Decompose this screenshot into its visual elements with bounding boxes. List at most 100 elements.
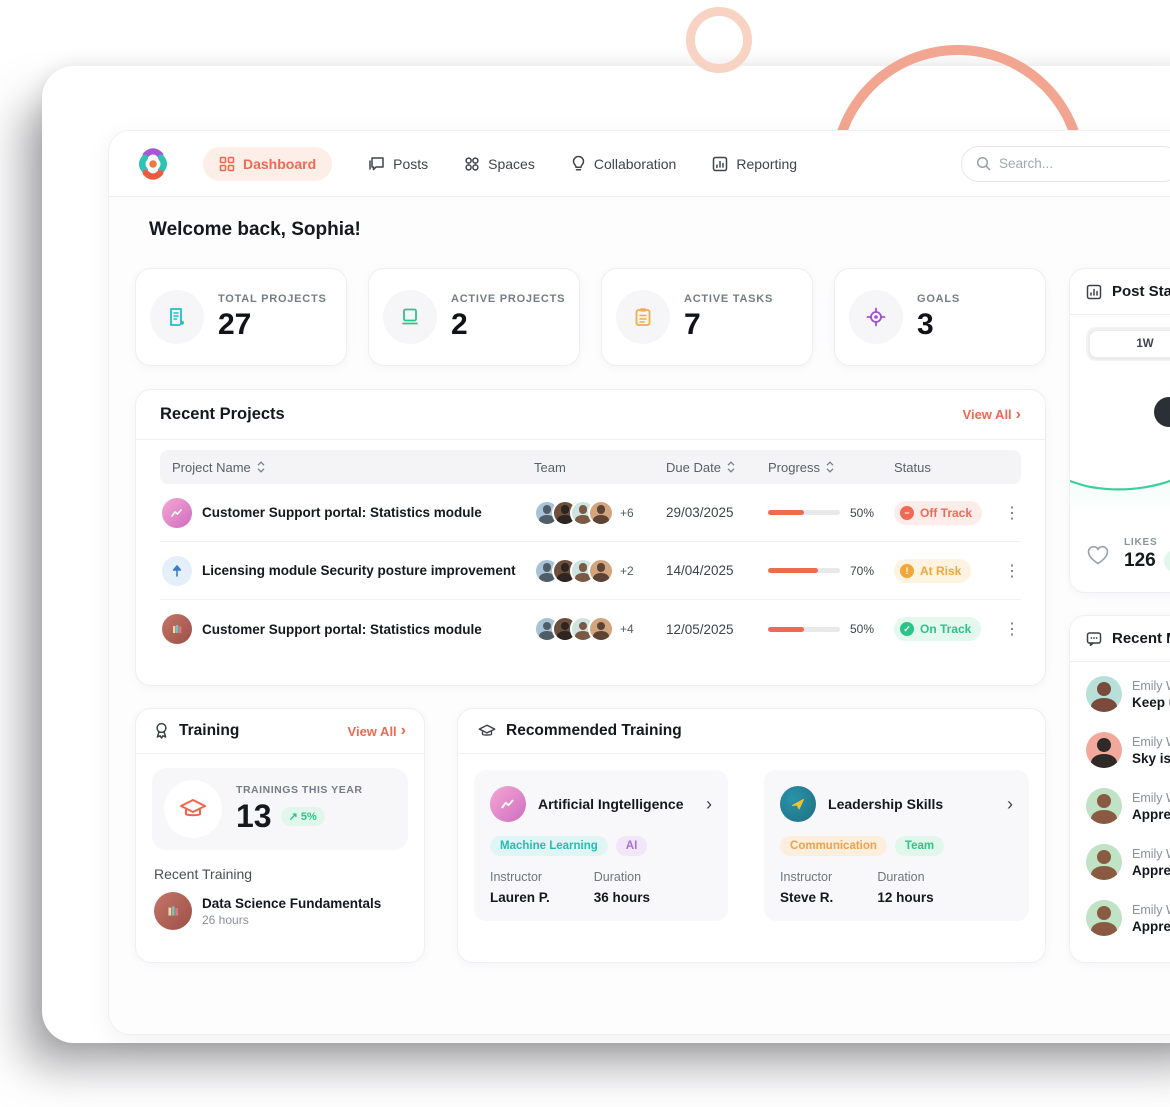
sort-icon xyxy=(257,461,265,473)
row-menu-kebab-icon[interactable]: ⋮ xyxy=(1004,562,1020,580)
nav-label: Reporting xyxy=(736,155,798,172)
nav-label: Collaboration xyxy=(593,155,677,172)
team-extra-count: +4 xyxy=(620,622,634,636)
progress-label: 50% xyxy=(850,505,875,520)
spaces-icon xyxy=(465,156,479,171)
table-row[interactable]: Customer Support portal: Statistics modu… xyxy=(160,484,1021,542)
trainings-delta-badge: ↗ 5% xyxy=(280,806,325,826)
projects-view-all-link[interactable]: View All › xyxy=(962,405,1021,423)
team-extra-count: +2 xyxy=(620,563,634,578)
message-item[interactable]: Emily W Keep u xyxy=(1086,666,1170,722)
message-item[interactable]: Emily W Apprec xyxy=(1086,834,1170,890)
range-segmented-control: 1W xyxy=(1086,327,1170,361)
search-input[interactable] xyxy=(999,156,1139,171)
col-due-date[interactable]: Due Date xyxy=(666,460,768,475)
likes-delta-badge: ↗ xyxy=(1163,550,1170,572)
recent-training-item[interactable]: Data Science Fundamentals 26 hours xyxy=(154,892,406,930)
course-books-icon xyxy=(154,892,192,930)
team-extra-count: +6 xyxy=(620,505,634,520)
alert-icon: ! xyxy=(900,563,914,578)
training-tile-leadership[interactable]: Leadership Skills › Communication Team I… xyxy=(764,770,1029,921)
due-date: 12/05/2025 xyxy=(666,621,734,637)
nav-label: Posts xyxy=(393,155,429,172)
team-avatars: +2 xyxy=(534,557,634,584)
project-name: Customer Support portal: Statistics modu… xyxy=(202,621,482,637)
search-icon xyxy=(976,156,991,171)
post-stats-icon xyxy=(1086,284,1102,299)
instructor-name: Lauren P. xyxy=(490,890,550,905)
project-name: Customer Support portal: Statistics modu… xyxy=(202,505,482,520)
range-1w-button[interactable]: 1W xyxy=(1089,330,1170,358)
tag-ai: AI xyxy=(615,836,648,856)
training-title: Training xyxy=(179,722,240,739)
training-view-all-link[interactable]: View All › xyxy=(347,722,406,739)
col-progress[interactable]: Progress xyxy=(768,460,894,475)
recent-projects-card: Recent Projects View All › Project Name … xyxy=(135,389,1046,686)
trainings-this-year-tile: TRAININGS THIS YEAR 13 ↗ 5% xyxy=(152,768,408,850)
posts-icon xyxy=(369,156,384,170)
stat-label: ACTIVE TASKS xyxy=(684,292,774,305)
likes-value: 126 xyxy=(1124,550,1156,571)
chevron-right-icon[interactable]: › xyxy=(706,794,713,814)
recent-training-label: Recent Training xyxy=(154,866,253,882)
stat-card-active-projects: ACTIVE PROJECTS 2 xyxy=(368,268,580,366)
collaboration-bulb-icon xyxy=(572,155,585,171)
likes-sparkline-chart xyxy=(1070,479,1170,515)
stat-card-active-tasks: ACTIVE TASKS 7 xyxy=(601,268,813,366)
chevron-right-icon[interactable]: › xyxy=(1007,794,1013,814)
status-badge: − Off Track xyxy=(894,500,983,525)
table-row[interactable]: Customer Support portal: Statistics modu… xyxy=(160,600,1021,658)
progress-label: 70% xyxy=(850,563,875,578)
col-project-name[interactable]: Project Name xyxy=(160,460,534,475)
search-bar[interactable] xyxy=(961,145,1170,182)
avatar xyxy=(1086,900,1122,936)
project-books-icon xyxy=(162,614,192,644)
recent-messages-card: Recent Messages Emily W Keep u Emily W S… xyxy=(1069,615,1170,963)
message-sender: Emily W xyxy=(1132,734,1170,749)
tag-communication: Communication xyxy=(780,836,887,856)
table-row[interactable]: Licensing module Security posture improv… xyxy=(160,542,1021,600)
status-badge: ! At Risk xyxy=(894,558,972,583)
row-menu-kebab-icon[interactable]: ⋮ xyxy=(1004,621,1020,638)
duration-value: 36 hours xyxy=(593,890,651,905)
nav-label: Dashboard xyxy=(243,155,317,172)
top-navbar: Dashboard Posts Spaces xyxy=(109,131,1170,197)
training-tile-ai[interactable]: Artificial Ingtelligence › Machine Learn… xyxy=(474,770,729,921)
status-badge: ✓ On Track xyxy=(894,617,982,641)
stat-label: ACTIVE PROJECTS xyxy=(451,292,566,305)
avatar xyxy=(588,616,614,642)
avatar xyxy=(1086,844,1122,880)
col-team: Team xyxy=(534,459,566,475)
tag-machine-learning: Machine Learning xyxy=(490,836,608,856)
nav-item-dashboard[interactable]: Dashboard xyxy=(203,146,333,181)
active-projects-icon xyxy=(383,290,437,344)
row-menu-kebab-icon[interactable]: ⋮ xyxy=(1004,504,1020,522)
decor-ring-small xyxy=(686,7,752,73)
message-item[interactable]: Emily W Apprec xyxy=(1086,890,1170,946)
duration-value: 12 hours xyxy=(877,890,934,905)
instructor-label: Instructor xyxy=(490,870,543,884)
recent-messages-title: Recent Messages xyxy=(1112,630,1170,647)
stat-card-goals: GOALS 3 xyxy=(834,268,1046,366)
projects-table-header: Project Name Team Due Date xyxy=(160,450,1021,484)
likes-stat: LIKES 126 ↗ xyxy=(1086,537,1170,572)
heart-icon xyxy=(1087,545,1109,564)
chevron-right-icon: › xyxy=(400,722,406,739)
message-preview: Apprec xyxy=(1132,862,1170,878)
dashboard-grid-icon xyxy=(219,156,235,171)
message-sender: Emily W xyxy=(1132,678,1170,693)
message-item[interactable]: Emily W Apprec xyxy=(1086,778,1170,834)
nav-item-posts[interactable]: Posts xyxy=(368,156,428,172)
messages-icon xyxy=(1086,631,1102,646)
nav-item-reporting[interactable]: Reporting xyxy=(712,156,797,172)
minus-icon: − xyxy=(900,505,914,520)
stat-value: 2 xyxy=(451,307,468,341)
message-item[interactable]: Emily W Sky is t xyxy=(1086,722,1170,778)
nav-item-spaces[interactable]: Spaces xyxy=(464,156,535,172)
team-avatars: +4 xyxy=(534,616,634,642)
stat-label: GOALS xyxy=(917,292,960,305)
stat-value: 3 xyxy=(917,307,934,341)
nav-item-collaboration[interactable]: Collaboration xyxy=(571,155,677,172)
nav-label: Spaces xyxy=(488,155,535,172)
sort-icon xyxy=(826,461,834,473)
